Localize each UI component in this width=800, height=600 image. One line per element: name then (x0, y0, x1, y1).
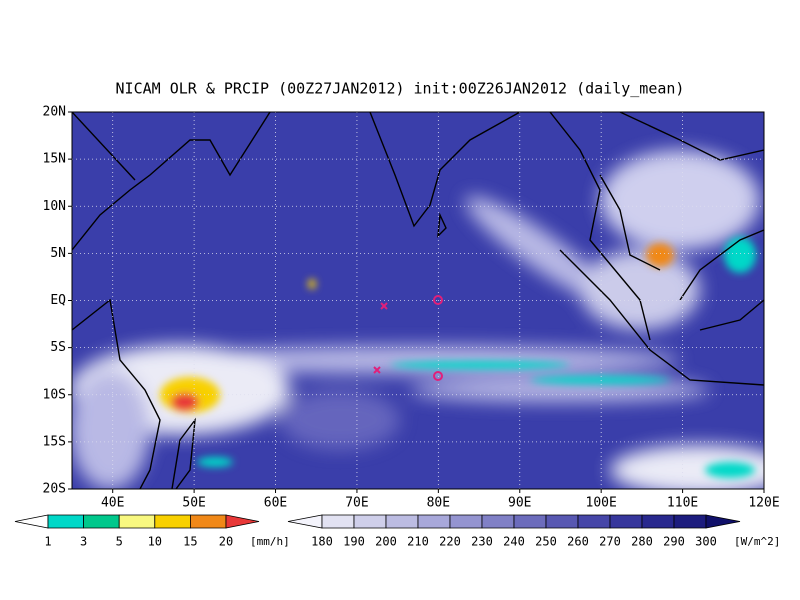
colorbar-label: 230 (471, 535, 493, 549)
colorbar-swatch (14, 514, 49, 529)
colorbar-label: 3 (80, 535, 87, 549)
colorbar-label: 1 (44, 535, 51, 549)
colorbar-label: 300 (695, 535, 717, 549)
colorbar-swatch (287, 514, 323, 529)
colorbar-label: 280 (631, 535, 653, 549)
lat-label: 5N (50, 246, 66, 261)
colorbar-label: 10 (148, 535, 162, 549)
colorbar-label: 190 (343, 535, 365, 549)
colorbar-swatch (190, 514, 227, 529)
colorbar-label: 210 (407, 535, 429, 549)
lat-label: 5S (50, 340, 66, 355)
colorbar-label: 20 (219, 535, 233, 549)
lon-label: 120E (748, 496, 779, 511)
lat-label: 10S (43, 387, 66, 402)
colorbar-swatch (705, 514, 741, 529)
colorbar-swatch (481, 514, 515, 529)
lat-label: 20N (43, 105, 66, 120)
colorbar-swatch (225, 514, 260, 529)
colorbar-swatch (385, 514, 419, 529)
colorbar-label: 220 (439, 535, 461, 549)
colorbar-label: 180 (311, 535, 333, 549)
lon-label: 100E (586, 496, 617, 511)
colorbar-swatch (353, 514, 387, 529)
colorbar-label: 290 (663, 535, 685, 549)
colorbar-unit: [mm/h] (250, 535, 290, 548)
lat-label: 15N (43, 152, 66, 167)
colorbar-unit: [W/m^2] (734, 535, 780, 548)
colorbar-swatch (449, 514, 483, 529)
lat-label: 20S (43, 482, 66, 497)
lon-label: 110E (667, 496, 698, 511)
lon-label: 50E (182, 496, 205, 511)
colorbar-label: 240 (503, 535, 525, 549)
colorbar-swatch (321, 514, 355, 529)
lon-label: 80E (427, 496, 450, 511)
colorbar-swatch (513, 514, 547, 529)
colorbar-swatch (118, 514, 156, 529)
lon-label: 40E (101, 496, 124, 511)
lat-label: 10N (43, 199, 66, 214)
lon-label: 60E (264, 496, 287, 511)
colorbar-label: 5 (116, 535, 123, 549)
colorbar-label: 250 (535, 535, 557, 549)
colorbar-swatch (609, 514, 643, 529)
colorbar-swatch (154, 514, 191, 529)
colorbar-label: 260 (567, 535, 589, 549)
lat-label: 15S (43, 434, 66, 449)
lat-label: EQ (50, 293, 66, 308)
colorbar-swatch (47, 514, 84, 529)
map-title: NICAM OLR & PRCIP (00Z27JAN2012) init:00… (116, 80, 685, 98)
colorbar-swatch (673, 514, 707, 529)
colorbar-label: 270 (599, 535, 621, 549)
colorbar-label: 15 (183, 535, 197, 549)
colorbar-swatch (545, 514, 579, 529)
colorbar-swatch (417, 514, 451, 529)
colorbar-swatch (641, 514, 675, 529)
map-area (72, 112, 764, 489)
lon-label: 70E (345, 496, 368, 511)
lon-label: 90E (508, 496, 531, 511)
colorbar-label: 200 (375, 535, 397, 549)
colorbar-swatch (577, 514, 611, 529)
colorbar-swatch (83, 514, 120, 529)
